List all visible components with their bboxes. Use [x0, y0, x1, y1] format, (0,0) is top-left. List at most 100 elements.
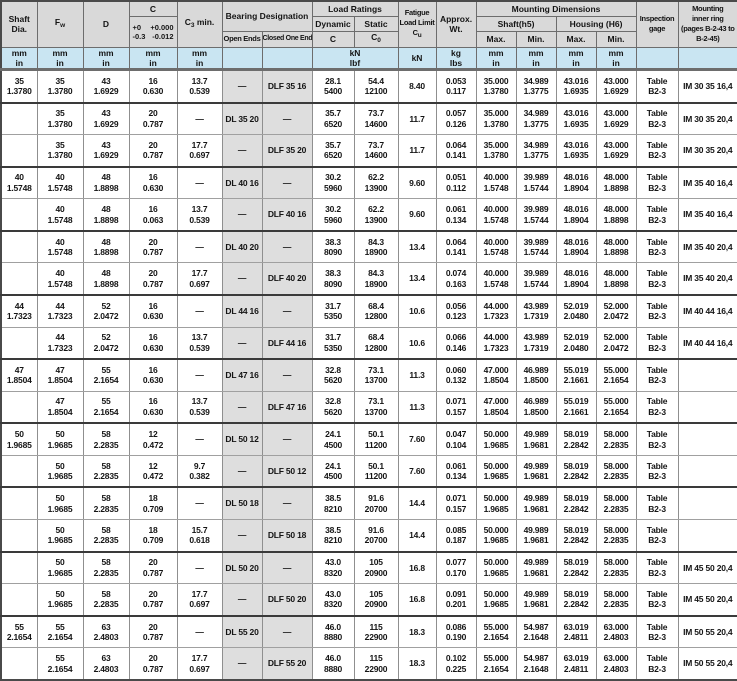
- cell-mounting-inner-ring: [677, 422, 737, 456]
- cell-outer-dia: 58 2.2835: [82, 422, 130, 456]
- cell-load-dynamic: 43.0 8320: [311, 550, 355, 585]
- cell-mounting-inner-ring: IM 50 55 20,4: [677, 647, 737, 681]
- cell-designation-open-ends: —: [221, 583, 263, 617]
- col-header-shaft-min: Min.: [515, 30, 557, 48]
- table-row: 35 1.3780 43 1.6929 20 0.787— DL 35 20—35.7 652…: [0, 101, 737, 136]
- cell-c3-min: —: [176, 165, 223, 200]
- cell-housing-min: 55.000 2.1654: [595, 358, 637, 392]
- cell-shaft-max: 40.000 1.5748: [475, 165, 517, 200]
- cell-shaft-dia: 35 1.3780: [0, 68, 38, 103]
- cell-fatigue-load-limit: 10.6: [397, 293, 437, 328]
- col-header-open-ends: Open Ends: [221, 30, 263, 48]
- cell-mounting-inner-ring: [677, 390, 737, 424]
- cell-shaft-dia: [0, 647, 38, 681]
- cell-designation-closed-one-end: DLF 40 16: [261, 198, 313, 232]
- cell-housing-min: 43.000 1.6929: [595, 68, 637, 103]
- cell-inspection-gage: Table B2-3: [635, 134, 679, 168]
- col-header-mounting-inner-ring: Mounting inner ring (pages B-2-43 to B-2…: [677, 0, 737, 48]
- cell-fatigue-load-limit: 11.7: [397, 134, 437, 168]
- cell-shaft-min: 49.989 1.9681: [515, 454, 557, 488]
- cell-shaft-min: 39.989 1.5744: [515, 262, 557, 296]
- cell-housing-min: 43.000 1.6929: [595, 101, 637, 136]
- cell-shaft-dia: 55 2.1654: [0, 614, 38, 649]
- cell-fatigue-load-limit: 14.4: [397, 486, 437, 521]
- col-header-housing-min: Min.: [595, 30, 637, 48]
- cell-width-c: 16 0.630: [128, 326, 178, 360]
- cell-c3-min: 13.7 0.539: [176, 68, 223, 103]
- cell-fatigue-load-limit: 18.3: [397, 647, 437, 681]
- cell-width-c: 16 0.630: [128, 358, 178, 392]
- cell-housing-min: 48.000 1.8898: [595, 165, 637, 200]
- cell-fw: 50 1.9685: [36, 550, 84, 585]
- cell-fw: 35 1.3780: [36, 134, 84, 168]
- cell-fw: 44 1.7323: [36, 326, 84, 360]
- cell-width-c: 20 0.787: [128, 647, 178, 681]
- cell-housing-max: 58.019 2.2842: [555, 454, 597, 488]
- cell-housing-min: 48.000 1.8898: [595, 262, 637, 296]
- table-row: 40 1.5748 48 1.8898 20 0.787— DL 40 20—38.3 809…: [0, 229, 737, 264]
- cell-width-c: 20 0.787: [128, 262, 178, 296]
- cell-shaft-min: 34.989 1.3775: [515, 101, 557, 136]
- units-weight: kg lbs: [435, 46, 477, 71]
- cell-width-c: 16 0.630: [128, 68, 178, 103]
- cell-outer-dia: 63 2.4803: [82, 614, 130, 649]
- cell-c3-min: —: [176, 358, 223, 392]
- cell-load-static: 62.2 13900: [353, 165, 399, 200]
- cell-mounting-inner-ring: [677, 454, 737, 488]
- cell-shaft-max: 55.000 2.1654: [475, 614, 517, 649]
- cell-inspection-gage: Table B2-3: [635, 358, 679, 392]
- cell-load-static: 62.2 13900: [353, 198, 399, 232]
- cell-approx-weight: 0.057 0.126: [435, 101, 477, 136]
- cell-housing-max: 43.016 1.6935: [555, 101, 597, 136]
- cell-c3-min: —: [176, 422, 223, 456]
- cell-housing-min: 58.000 2.2835: [595, 454, 637, 488]
- cell-designation-open-ends: DL 47 16: [221, 358, 263, 392]
- col-header-c3-min: C3 min.: [176, 0, 223, 48]
- cell-load-dynamic: 24.1 4500: [311, 422, 355, 456]
- col-header-c-tolerance: +0 +0.000 -0.3 -0.012: [128, 15, 178, 48]
- cell-designation-closed-one-end: DLF 35 16: [261, 68, 313, 103]
- cell-housing-max: 58.019 2.2842: [555, 422, 597, 456]
- cell-load-static: 115 22900: [353, 647, 399, 681]
- cell-inspection-gage: Table B2-3: [635, 519, 679, 553]
- cell-designation-open-ends: DL 50 18: [221, 486, 263, 521]
- cell-load-dynamic: 30.2 5960: [311, 165, 355, 200]
- cell-fatigue-load-limit: 10.6: [397, 326, 437, 360]
- cell-load-dynamic: 35.7 6520: [311, 101, 355, 136]
- units-ring: [677, 46, 737, 71]
- cell-approx-weight: 0.060 0.132: [435, 358, 477, 392]
- cell-load-static: 91.6 20700: [353, 519, 399, 553]
- cell-c3-min: 13.7 0.539: [176, 198, 223, 232]
- table-row: 35 1.3780 43 1.6929 20 0.787 17.7 0.697— DLF 35 …: [0, 134, 737, 168]
- table-header: Shaft Dia. Fw D C C3 min. Bearing Design…: [0, 0, 737, 71]
- cell-shaft-dia: [0, 486, 38, 521]
- cell-shaft-min: 54.987 2.1648: [515, 647, 557, 681]
- units-fw: mm in: [36, 46, 84, 71]
- cell-housing-min: 58.000 2.2835: [595, 422, 637, 456]
- cell-mounting-inner-ring: IM 30 35 16,4: [677, 68, 737, 103]
- cell-shaft-min: 49.989 1.9681: [515, 550, 557, 585]
- cell-fw: 35 1.3780: [36, 68, 84, 103]
- cell-outer-dia: 43 1.6929: [82, 101, 130, 136]
- cell-load-static: 68.4 12800: [353, 293, 399, 328]
- cell-shaft-dia: [0, 550, 38, 585]
- cell-shaft-max: 50.000 1.9685: [475, 583, 517, 617]
- cell-load-static: 68.4 12800: [353, 326, 399, 360]
- cell-outer-dia: 52 2.0472: [82, 293, 130, 328]
- cell-approx-weight: 0.086 0.190: [435, 614, 477, 649]
- cell-shaft-min: 39.989 1.5744: [515, 229, 557, 264]
- cell-fw: 40 1.5748: [36, 229, 84, 264]
- units-housing-min: mm in: [595, 46, 637, 71]
- cell-inspection-gage: Table B2-3: [635, 293, 679, 328]
- cell-designation-closed-one-end: —: [261, 550, 313, 585]
- cell-fatigue-load-limit: 7.60: [397, 422, 437, 456]
- cell-fatigue-load-limit: 9.60: [397, 198, 437, 232]
- cell-c3-min: —: [176, 614, 223, 649]
- cell-housing-min: 63.000 2.4803: [595, 647, 637, 681]
- cell-shaft-dia: [0, 262, 38, 296]
- cell-shaft-max: 50.000 1.9685: [475, 519, 517, 553]
- col-header-mounting-dimensions: Mounting Dimensions: [475, 0, 637, 17]
- cell-approx-weight: 0.064 0.141: [435, 134, 477, 168]
- cell-outer-dia: 58 2.2835: [82, 519, 130, 553]
- cell-shaft-dia: [0, 101, 38, 136]
